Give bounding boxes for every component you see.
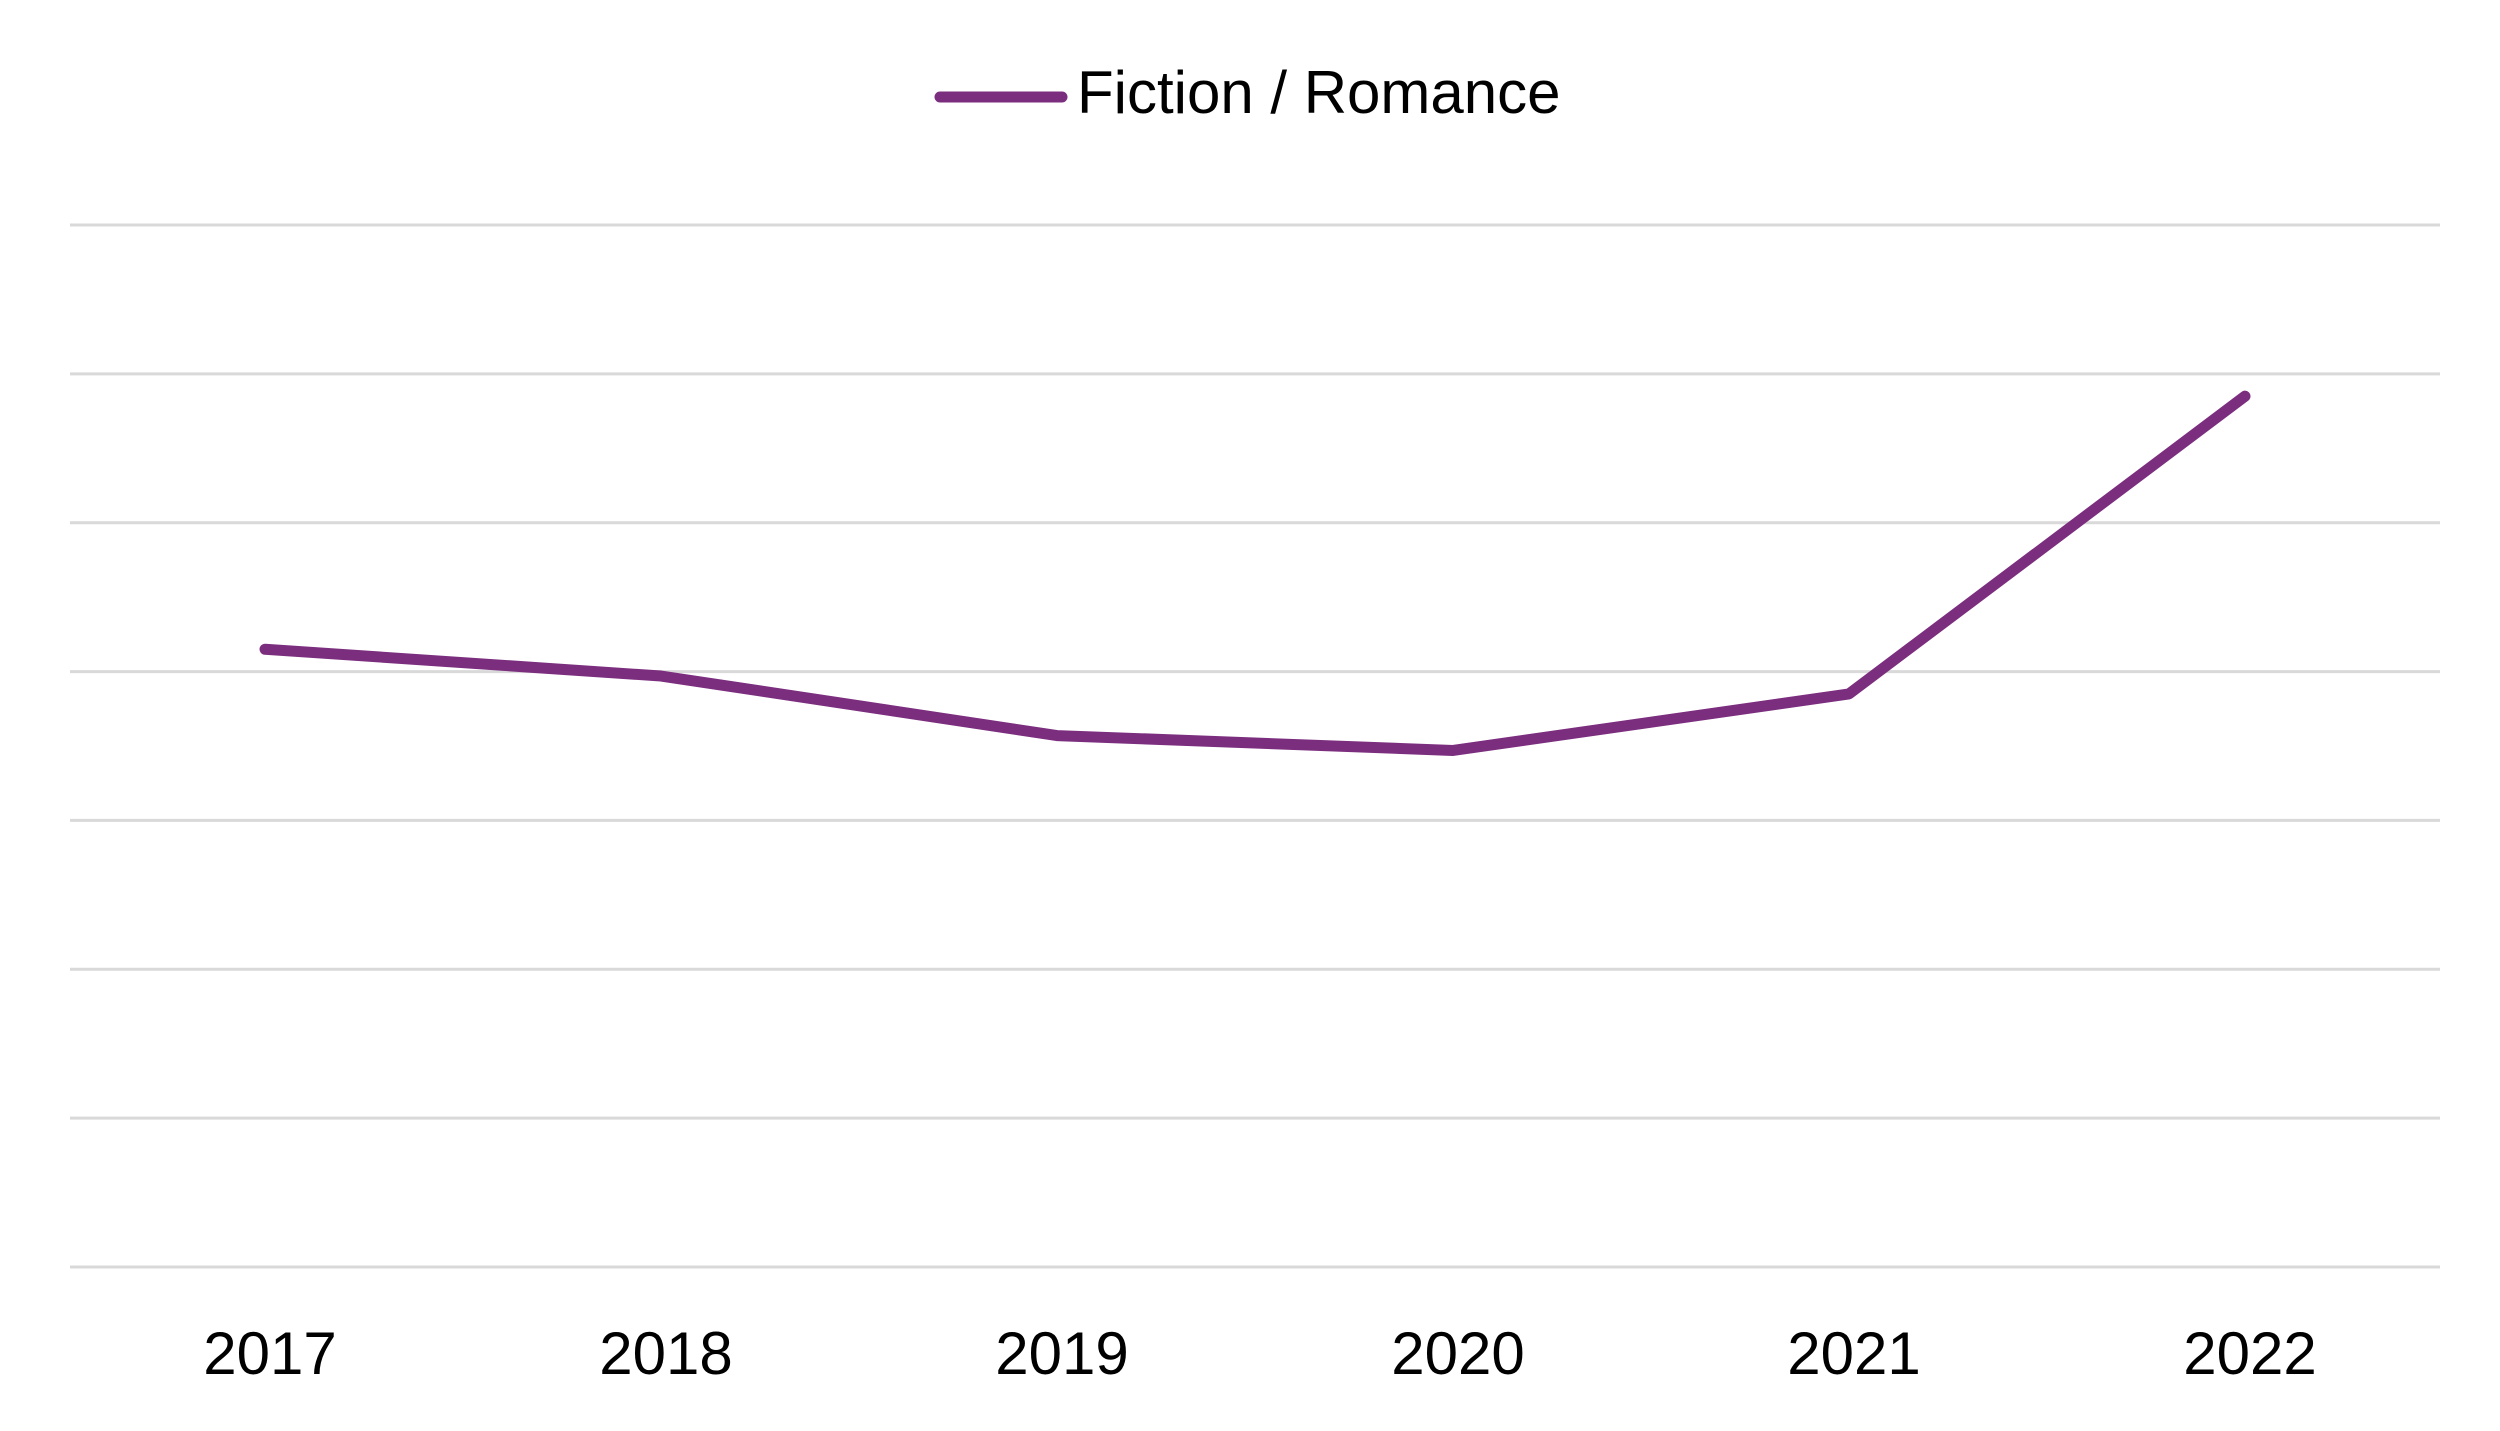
x-tick-label-2017: 2017 <box>203 1320 336 1387</box>
legend-label-fiction-romance: Fiction / Romance <box>1077 59 1561 126</box>
x-tick-label-2020: 2020 <box>1391 1320 1524 1387</box>
series-layer <box>259 390 2251 756</box>
x-tick-label-2018: 2018 <box>599 1320 732 1387</box>
x-axis-tick-labels: 2017 2018 2019 2020 2021 2022 <box>203 1320 2316 1387</box>
x-tick-label-2022: 2022 <box>2183 1320 2316 1387</box>
x-tick-label-2021: 2021 <box>1787 1320 1920 1387</box>
gridlines <box>70 223 2440 1269</box>
series-line-0 <box>259 390 2251 756</box>
legend: Fiction / Romance <box>934 59 1561 126</box>
x-tick-label-2019: 2019 <box>995 1320 1128 1387</box>
